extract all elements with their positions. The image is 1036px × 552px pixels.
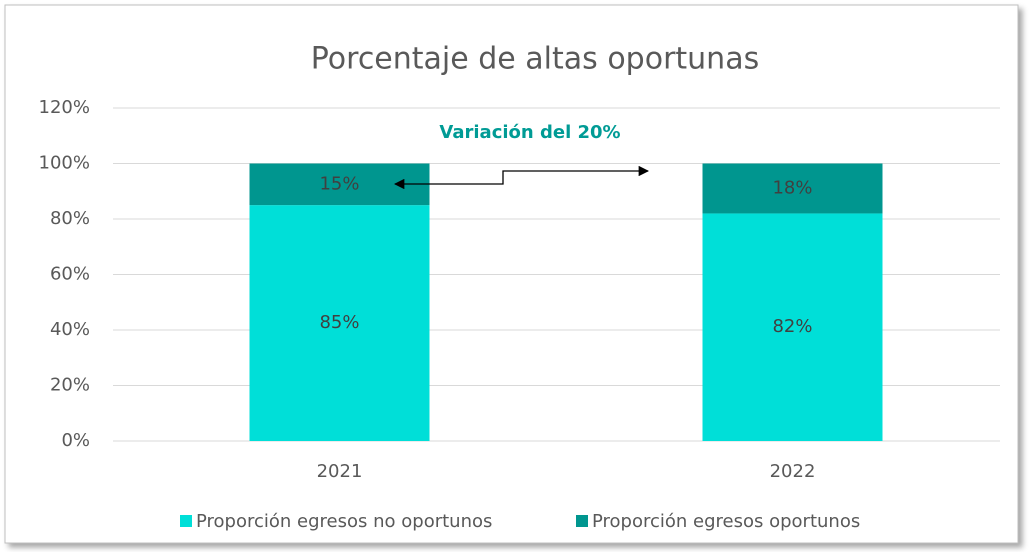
y-tick-label: 0%	[61, 430, 90, 451]
y-tick-label: 100%	[39, 153, 90, 174]
plot: 0% 20% 40% 60% 80% 100% 120% 2021 85% 15% 2022 82% 1…	[39, 97, 1000, 532]
y-tick-label: 60%	[50, 264, 90, 285]
y-tick-label: 40%	[50, 319, 90, 340]
y-tick-label: 120%	[39, 97, 90, 118]
data-label: 15%	[319, 173, 359, 194]
data-label: 82%	[772, 316, 812, 337]
annotation: Variación del 20%	[439, 122, 620, 143]
data-label: 18%	[772, 177, 812, 198]
x-tick-label: 2021	[317, 461, 363, 482]
y-tick-label: 80%	[50, 208, 90, 229]
legend-swatch	[576, 515, 588, 527]
bar-segment	[249, 205, 430, 441]
legend-label: Proporción egresos no oportunos	[196, 511, 492, 532]
bar-segment	[702, 163, 883, 214]
data-label: 85%	[319, 312, 359, 333]
bar-segment	[702, 213, 883, 441]
variation-arrow	[393, 165, 650, 190]
legend-label: Proporción egresos oportunos	[592, 511, 860, 532]
chart-title: Porcentaje de altas oportunas	[311, 42, 759, 77]
legend-swatch	[180, 515, 192, 527]
y-tick-label: 20%	[50, 375, 90, 396]
x-tick-label: 2022	[770, 461, 816, 482]
